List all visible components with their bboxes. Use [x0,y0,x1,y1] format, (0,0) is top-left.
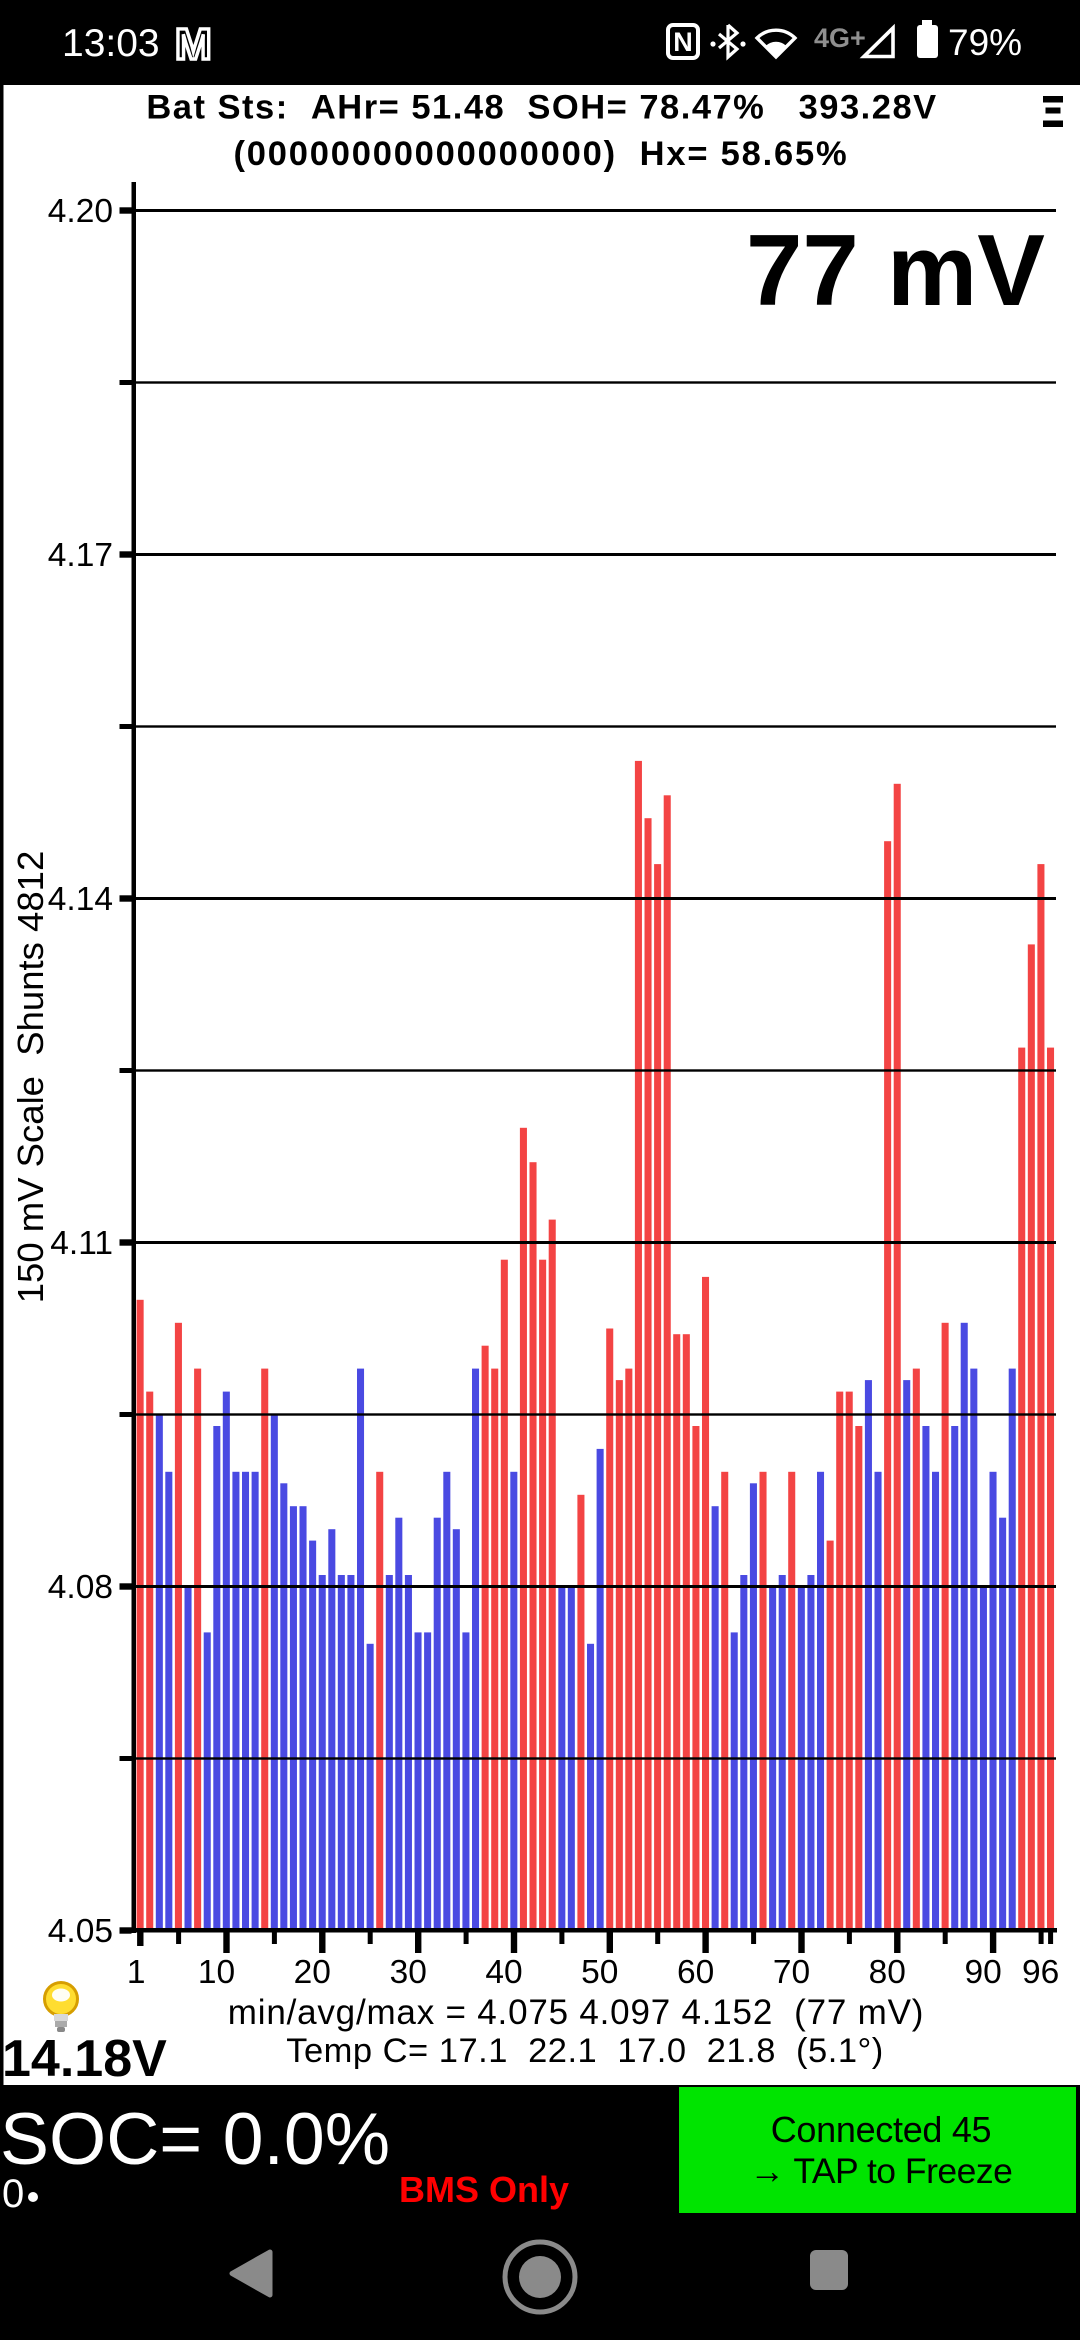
svg-text:Temp C= 17.1 22.1 17.0 21.8: Temp C= 17.1 22.1 17.0 21.8 (5.1°) [286,2032,884,2070]
svg-text:96: 96 [1022,1954,1059,1991]
svg-text:4.11: 4.11 [50,1225,113,1262]
svg-text:4G+: 4G+ [814,23,866,53]
svg-text:0: 0 [2,2172,24,2216]
svg-text:150 mV Scale Shunts 4812: 150 mV Scale Shunts 4812 [10,851,51,1304]
svg-text:4.05: 4.05 [48,1913,113,1950]
svg-text:77 mV: 77 mV [746,213,1045,327]
svg-text:40: 40 [485,1954,522,1991]
svg-text:30: 30 [390,1954,427,1991]
svg-text:90: 90 [964,1954,1001,1991]
svg-text:4.17: 4.17 [48,537,113,574]
svg-text:70: 70 [773,1954,810,1991]
svg-text:13:03: 13:03 [62,22,160,65]
svg-text:4.08: 4.08 [48,1569,113,1606]
svg-text:60: 60 [677,1954,714,1991]
svg-text:10: 10 [198,1954,235,1991]
svg-text:79%: 79% [948,22,1022,63]
svg-text:1: 1 [127,1954,146,1991]
svg-text:(00000000000000000) Hx= 58.65: (00000000000000000) Hx= 58.65% [234,135,849,173]
svg-text:4.20: 4.20 [48,193,113,230]
svg-text:min/avg/max = 4.075 4.097 4.15: min/avg/max = 4.075 4.097 4.152 (77 mV) [228,1993,924,2032]
svg-text:SOC= 0.0%: SOC= 0.0% [0,2097,390,2180]
svg-text:14.18V: 14.18V [2,2030,167,2088]
svg-text:M: M [175,20,212,69]
svg-text:N: N [673,27,693,57]
svg-text:Bat Sts: AHr= 51.48 SOH= 78.: Bat Sts: AHr= 51.48 SOH= 78.47% 393.28V [146,89,937,127]
svg-text:4.14: 4.14 [48,881,113,918]
svg-text:Connected 45: Connected 45 [771,2109,992,2150]
svg-text:BMS Only: BMS Only [399,2169,569,2210]
svg-text:→ TAP to Freeze: → TAP to Freeze [750,2151,1013,2191]
svg-text:80: 80 [869,1954,906,1991]
svg-text:50: 50 [581,1954,618,1991]
svg-text:20: 20 [294,1954,331,1991]
